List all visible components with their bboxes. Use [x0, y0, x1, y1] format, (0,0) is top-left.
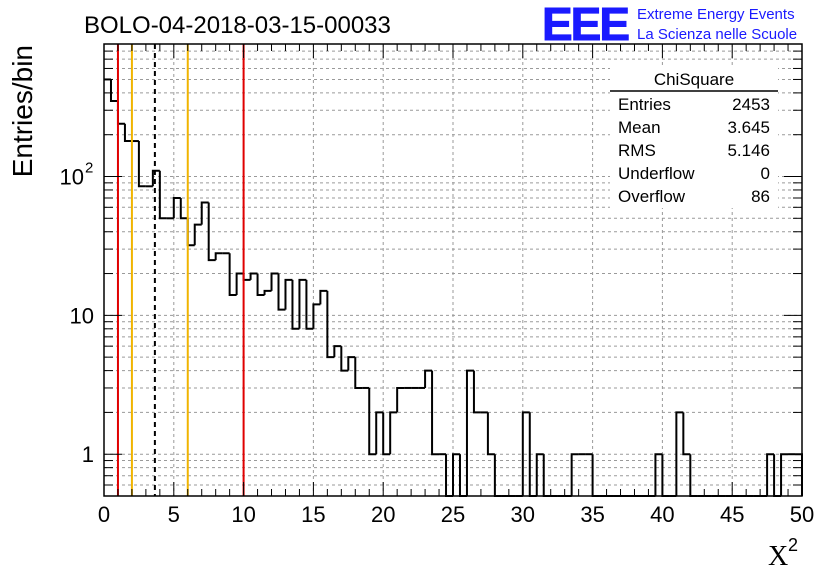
y-tick-label: 10 2 [60, 159, 94, 189]
x-tick-label: 25 [441, 502, 465, 527]
histogram-bin [235, 272, 244, 296]
x-axis-label-text: X [768, 541, 788, 572]
histogram-bin [298, 278, 307, 329]
stats-row-value: 3.645 [727, 118, 770, 137]
x-tick-label: 35 [580, 502, 604, 527]
logo-line-2: La Scienza nelle Scuole [637, 26, 797, 43]
histogram-bin [368, 387, 377, 456]
histogram-bin [256, 273, 265, 297]
x-tick-label: 15 [301, 502, 325, 527]
stats-box-title: ChiSquare [654, 70, 734, 89]
histogram-bin [312, 303, 321, 329]
y-tick-label-base: 10 [60, 164, 84, 189]
histogram-bin [123, 123, 132, 143]
histogram-bin [116, 100, 125, 125]
x-tick-label: 40 [650, 502, 674, 527]
histogram-bin [382, 412, 391, 456]
stats-row-label: RMS [618, 141, 656, 160]
x-tick-label: 5 [168, 502, 180, 527]
histogram-bin [396, 386, 405, 413]
stats-box-background [610, 66, 778, 208]
histogram-bin [654, 453, 663, 496]
y-tick-label-text: 10 [70, 303, 94, 328]
y-tick-label-text: 1 [82, 442, 94, 467]
histogram-bin [270, 272, 279, 291]
histogram-bin [158, 170, 167, 220]
histogram-bin [179, 198, 188, 220]
histogram-bin [214, 252, 223, 261]
histogram-bin [472, 370, 481, 414]
histogram-bin [137, 141, 146, 188]
histogram-bin [521, 411, 530, 496]
histogram-bin [354, 357, 363, 389]
histogram-bin [486, 412, 495, 456]
histogram-bin [305, 279, 314, 330]
histogram-bin [263, 289, 272, 296]
histogram-bin [347, 356, 356, 371]
histogram-bin [151, 169, 160, 187]
grid-lines [104, 43, 802, 497]
histogram-bin [249, 272, 258, 280]
x-tick-label: 0 [98, 502, 110, 527]
histogram-bin [389, 411, 398, 455]
histogram-bin [570, 453, 579, 496]
histogram-bin [424, 369, 433, 388]
histogram-bin [766, 453, 775, 496]
histogram-bin [291, 279, 300, 330]
histogram-bin [228, 253, 237, 297]
histogram-bin [193, 223, 202, 246]
histogram-bin [200, 201, 209, 225]
histogram-bin [675, 411, 684, 496]
eee-logo: EEE Extreme Energy Events La Scienza nel… [542, 0, 798, 51]
y-tick-label-exponent: 2 [85, 159, 93, 176]
stats-row-value: 86 [751, 187, 770, 206]
x-axis-label: X 2 [768, 535, 798, 572]
stats-row-value: 5.146 [727, 141, 770, 160]
stats-box: ChiSquare Entries 2453 Mean 3.645 RMS 5.146 Un… [610, 66, 778, 208]
stats-rows: Entries 2453 Mean 3.645 RMS 5.146 Underflow 0 Ov… [618, 95, 770, 206]
histogram-bin [284, 278, 293, 310]
stats-row-label: Overflow [618, 187, 686, 206]
histogram-bin [326, 290, 335, 359]
histogram-bin [535, 453, 544, 496]
stats-row-value: 2453 [732, 95, 770, 114]
x-tick-label: 45 [720, 502, 744, 527]
x-axis-label-superscript: 2 [788, 535, 798, 555]
logo-line-1: Extreme Energy Events [637, 6, 795, 23]
stats-row-label: Underflow [618, 164, 695, 183]
y-tick-label: 10 [70, 303, 94, 328]
histogram-bin [207, 202, 216, 262]
histogram-bin [242, 273, 251, 281]
histogram-bin [319, 289, 328, 305]
stats-row-label: Entries [618, 95, 671, 114]
reference-lines [116, 44, 245, 496]
chart-title: BOLO-04-2018-03-15-00033 [84, 12, 391, 39]
x-tick-label: 20 [371, 502, 395, 527]
histogram-bin [277, 273, 286, 311]
x-tick-label: 10 [231, 502, 255, 527]
x-tick-label: 50 [790, 502, 814, 527]
histogram-bin [172, 197, 181, 219]
histogram-bin [333, 345, 342, 358]
histogram-bin [340, 346, 349, 372]
histogram-bin [109, 79, 118, 102]
x-tick-label: 30 [511, 502, 535, 527]
histogram-bin [375, 411, 384, 455]
y-tick-label: 1 [82, 442, 94, 467]
y-axis-label: Entries/bin [7, 45, 38, 177]
eee-logo-mark: EEE [542, 0, 628, 50]
histogram-bin [682, 412, 691, 456]
histogram-bin [431, 370, 440, 456]
stats-row-value: 0 [761, 164, 770, 183]
stats-row-label: Mean [618, 118, 661, 137]
histogram-bin [465, 369, 474, 496]
